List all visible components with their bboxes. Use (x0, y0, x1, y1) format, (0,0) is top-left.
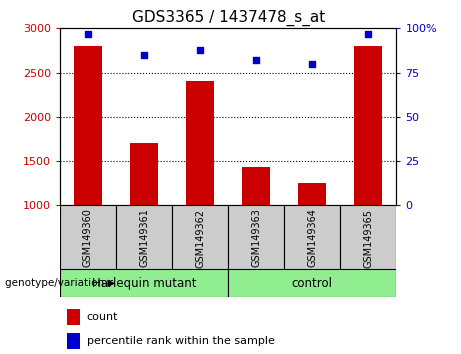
Text: genotype/variation ▶: genotype/variation ▶ (5, 278, 115, 288)
Bar (228, 269, 396, 297)
Point (84, 31, 92, 36)
Bar (242, 167, 270, 294)
Bar (67, 333, 80, 349)
Bar (116, 205, 172, 269)
Text: Harlequin mutant: Harlequin mutant (92, 277, 196, 290)
Bar (355, 46, 383, 294)
Text: control: control (292, 277, 333, 290)
Text: percentile rank within the sample: percentile rank within the sample (87, 336, 275, 346)
Bar (60, 269, 228, 297)
Bar (228, 205, 284, 269)
Bar (74, 46, 102, 294)
Bar (186, 81, 214, 294)
Point (196, 47, 204, 52)
Bar (130, 143, 158, 294)
Bar (67, 309, 80, 325)
Bar (284, 205, 340, 269)
Bar (60, 205, 116, 269)
Point (365, 31, 372, 36)
Point (309, 61, 316, 67)
Title: GDS3365 / 1437478_s_at: GDS3365 / 1437478_s_at (131, 9, 325, 25)
Text: GSM149363: GSM149363 (251, 209, 261, 267)
Bar (298, 183, 326, 294)
Text: GSM149360: GSM149360 (83, 209, 93, 267)
Text: count: count (87, 312, 118, 322)
Text: GSM149361: GSM149361 (139, 209, 149, 267)
Point (140, 52, 148, 58)
Text: GSM149365: GSM149365 (363, 209, 373, 268)
Point (253, 57, 260, 63)
Bar (340, 205, 396, 269)
Text: GSM149362: GSM149362 (195, 209, 205, 268)
Text: GSM149364: GSM149364 (307, 209, 317, 267)
Bar (172, 205, 228, 269)
